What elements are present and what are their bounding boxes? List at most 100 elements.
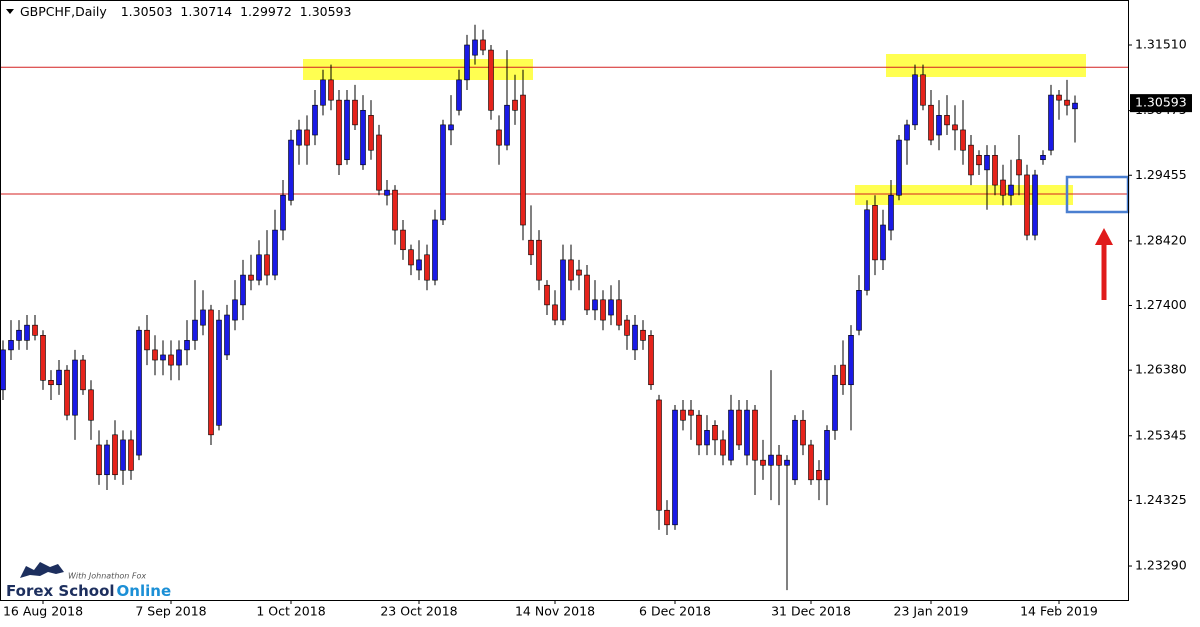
candle-body xyxy=(752,409,758,461)
y-tick-label: 1.27400 xyxy=(1135,297,1187,312)
candle-body xyxy=(920,74,926,106)
candle-body xyxy=(936,115,942,136)
menu-triangle xyxy=(6,9,14,14)
candle-body xyxy=(408,249,414,266)
candle-body xyxy=(472,39,478,56)
candle-body xyxy=(648,335,654,386)
candle-body xyxy=(808,444,814,481)
header: GBPCHF,Daily 1.30503 1.30714 1.29972 1.3… xyxy=(20,4,351,19)
candle-body xyxy=(1048,94,1054,151)
candle-body xyxy=(952,124,958,131)
x-tick-label: 14 Nov 2018 xyxy=(515,604,595,619)
candle-body xyxy=(1032,174,1038,236)
candle-body xyxy=(592,299,598,311)
candle-body xyxy=(960,129,966,151)
candle-body xyxy=(224,314,230,356)
candle-body xyxy=(88,389,94,421)
candle-body xyxy=(424,254,430,281)
x-tick-label: 31 Dec 2018 xyxy=(771,604,851,619)
candle-body xyxy=(880,224,886,261)
candle-body xyxy=(944,115,950,126)
candle-body xyxy=(216,319,222,426)
candle-body xyxy=(80,359,86,391)
x-tick-label: 6 Dec 2018 xyxy=(639,604,711,619)
candle-body xyxy=(856,290,862,331)
candle-body xyxy=(1024,174,1030,236)
candle-body xyxy=(240,274,246,306)
candle-body xyxy=(1040,154,1046,161)
candle-body xyxy=(816,470,822,481)
candle-body xyxy=(712,425,718,441)
candle-body xyxy=(256,254,262,281)
candle-body xyxy=(384,189,390,196)
candle-body xyxy=(864,209,870,291)
x-tick-label: 23 Oct 2018 xyxy=(380,604,457,619)
arrow-head xyxy=(1095,228,1113,245)
candle-body xyxy=(512,99,518,111)
candle-body xyxy=(984,154,990,171)
candle-body xyxy=(744,409,750,456)
candle-body xyxy=(656,399,662,511)
candle-body xyxy=(792,419,798,481)
candle-body xyxy=(776,454,782,466)
y-tick-label: 1.24325 xyxy=(1135,492,1187,507)
candle-body xyxy=(832,374,838,431)
last-price-label: 1.30593 xyxy=(1135,95,1187,110)
candle-body xyxy=(696,414,702,446)
candle-body xyxy=(72,359,78,416)
candle-body xyxy=(760,459,766,466)
candle-body xyxy=(600,299,606,321)
candle-body xyxy=(584,274,590,311)
candle-body xyxy=(416,259,422,271)
candle-body xyxy=(848,335,854,386)
y-tick-label: 1.26380 xyxy=(1135,362,1187,377)
candle-body xyxy=(608,299,614,316)
candle-body xyxy=(176,349,182,366)
y-axis: 1.315101.304751.294551.284201.274001.263… xyxy=(1128,37,1192,573)
candle-body xyxy=(1016,159,1022,176)
candle-body xyxy=(824,430,830,481)
candle-body xyxy=(168,354,174,366)
candle-body xyxy=(432,219,438,281)
candle-body xyxy=(136,329,142,456)
candle-body xyxy=(448,124,454,131)
candle-body xyxy=(544,284,550,306)
candle-body xyxy=(560,259,566,321)
candle-body xyxy=(736,409,742,446)
candle-body xyxy=(720,439,726,456)
zone xyxy=(886,54,1086,77)
candle-body xyxy=(200,309,206,326)
candle-body xyxy=(288,139,294,201)
candle-body xyxy=(368,115,374,151)
candle-body xyxy=(504,104,510,146)
candle-body xyxy=(632,324,638,351)
candle-body xyxy=(48,380,54,386)
candle-body xyxy=(840,364,846,386)
candle-body xyxy=(32,324,38,336)
y-tick-label: 1.25345 xyxy=(1135,427,1187,442)
candle-body xyxy=(520,94,526,226)
candle-body xyxy=(536,239,542,281)
candle-body xyxy=(464,44,470,81)
candle-body xyxy=(400,229,406,251)
arrow xyxy=(1095,228,1113,300)
candle-body xyxy=(616,299,622,326)
candle-body xyxy=(96,444,102,476)
header-close: 1.30593 xyxy=(300,4,352,19)
candle-body xyxy=(112,434,118,476)
candle-body xyxy=(768,454,774,466)
candle-body xyxy=(680,409,686,421)
logo-graphic xyxy=(20,562,64,578)
candle-body xyxy=(480,39,486,51)
levels xyxy=(0,66,1128,195)
candle-body xyxy=(1056,94,1062,101)
candle-body xyxy=(928,104,934,141)
candle-body xyxy=(496,129,502,146)
candle-body xyxy=(64,369,70,416)
candle-body xyxy=(888,194,894,231)
candle-body xyxy=(688,409,694,416)
candle-body xyxy=(704,430,710,446)
candle-body xyxy=(120,439,126,471)
logo: With Johnathon Fox Forex School Online xyxy=(6,562,171,600)
candle-body xyxy=(440,124,446,221)
